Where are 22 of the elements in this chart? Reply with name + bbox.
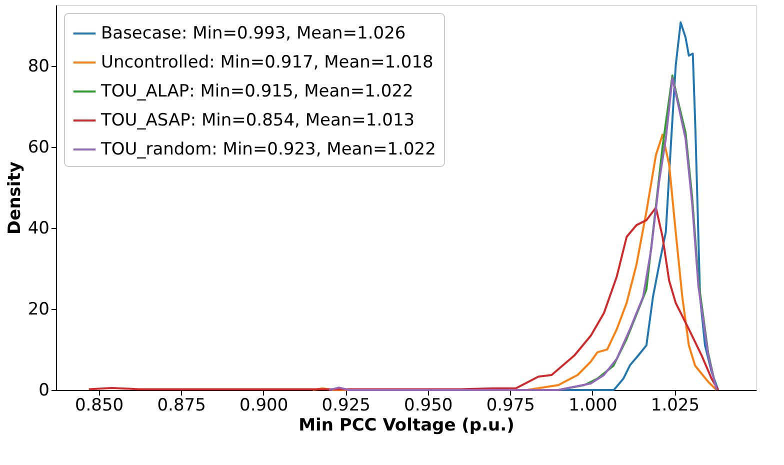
x-tick-label: 0.850 bbox=[74, 396, 124, 416]
legend-label: Basecase: Min=0.993, Mean=1.026 bbox=[101, 24, 406, 44]
line-series bbox=[88, 206, 720, 391]
x-tick-label: 0.925 bbox=[322, 396, 370, 416]
line-series bbox=[558, 21, 720, 391]
x-axis-title: Min PCC Voltage (p.u.) bbox=[298, 416, 514, 436]
x-tick-label: 1.000 bbox=[568, 396, 618, 416]
y-tick-label: 20 bbox=[28, 299, 50, 320]
x-tick-label: 0.875 bbox=[157, 396, 206, 416]
y-tick-label: 40 bbox=[28, 218, 50, 238]
y-axis-title: Density bbox=[4, 162, 25, 234]
y-tick-label: 60 bbox=[28, 137, 50, 158]
x-tick-label: 0.975 bbox=[486, 396, 535, 416]
legend-label: TOU_random: Min=0.923, Mean=1.022 bbox=[100, 140, 436, 160]
y-tick-label: 0 bbox=[38, 380, 50, 400]
x-tick-label: 1.025 bbox=[650, 396, 700, 416]
x-tick-label: 0.900 bbox=[240, 396, 288, 416]
legend-label: TOU_ASAP: Min=0.854, Mean=1.013 bbox=[100, 110, 415, 130]
y-tick-label: 80 bbox=[28, 56, 50, 76]
legend-label: TOU_ALAP: Min=0.915, Mean=1.022 bbox=[100, 82, 414, 102]
legend-label: Uncontrolled: Min=0.917, Mean=1.018 bbox=[101, 52, 434, 72]
x-tick-label: 0.950 bbox=[404, 396, 453, 416]
